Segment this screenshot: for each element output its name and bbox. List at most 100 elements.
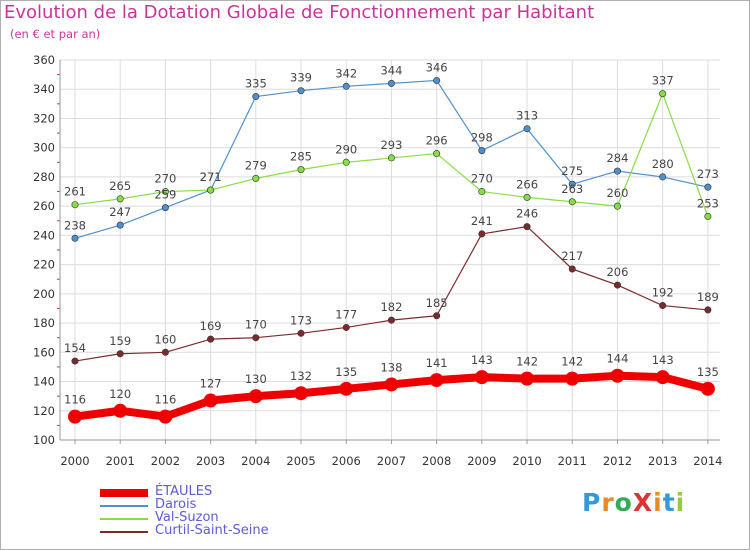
data-label-curtil-saint-seine: 241 (471, 214, 493, 228)
data-point-curtil-saint-seine (387, 316, 395, 324)
data-label-val-suzon: 270 (154, 172, 176, 186)
x-tick-label: 2012 (603, 454, 632, 468)
data-label-darois: 271 (200, 170, 222, 184)
legend-swatch (100, 531, 148, 533)
data-point-curtil-saint-seine (342, 323, 350, 331)
data-point-curtil-saint-seine (523, 223, 531, 231)
data-label-etaules: 141 (426, 356, 448, 370)
series-lines (68, 76, 715, 424)
data-point-etaules (384, 377, 399, 392)
data-point-etaules (520, 371, 535, 386)
data-point-val-suzon (297, 166, 305, 174)
data-label-darois: 284 (606, 151, 628, 165)
legend-label: Darois (155, 497, 197, 512)
data-label-curtil-saint-seine: 173 (290, 313, 312, 327)
data-point-darois (71, 234, 79, 242)
data-label-curtil-saint-seine: 159 (109, 334, 131, 348)
axes: 100 120 140 160 180 200 220 240 260 280 300 320 340 3… (33, 53, 722, 468)
data-point-curtil-saint-seine (478, 230, 486, 238)
data-label-etaules: 142 (516, 355, 538, 369)
y-tick-label: 160 (33, 345, 55, 359)
y-tick-label: 260 (33, 199, 55, 213)
data-label-darois: 342 (335, 66, 357, 80)
data-label-darois: 238 (64, 218, 86, 232)
data-labels: 238 247 259 271 335 339 342 344 346 298 313 275 284 2… (64, 60, 719, 406)
data-label-darois: 344 (380, 63, 402, 77)
data-label-etaules: 132 (290, 369, 312, 383)
data-point-val-suzon (613, 202, 621, 210)
data-point-val-suzon (433, 150, 441, 158)
data-label-curtil-saint-seine: 177 (335, 307, 357, 321)
data-point-curtil-saint-seine (116, 350, 124, 358)
data-label-etaules: 144 (606, 352, 628, 366)
logo-letter: o (614, 488, 633, 517)
data-point-val-suzon (252, 174, 260, 182)
data-point-val-suzon (71, 201, 79, 209)
data-point-etaules (158, 409, 173, 424)
data-point-darois (568, 180, 576, 188)
data-point-etaules (474, 370, 489, 385)
data-label-darois: 339 (290, 71, 312, 85)
data-point-etaules (565, 371, 580, 386)
data-point-curtil-saint-seine (207, 335, 215, 343)
data-label-curtil-saint-seine: 182 (380, 300, 402, 314)
data-point-curtil-saint-seine (659, 302, 667, 310)
chart-title: Evolution de la Dotation Globale de Fonc… (4, 2, 595, 23)
data-label-curtil-saint-seine: 185 (426, 296, 448, 310)
x-tick-label: 2014 (693, 454, 722, 468)
data-point-darois (342, 82, 350, 90)
data-point-darois (659, 173, 667, 181)
x-tick-label: 2011 (558, 454, 587, 468)
y-tick-label: 120 (33, 404, 55, 418)
chart-subtitle: (en € et par an) (10, 27, 101, 41)
data-label-val-suzon: 271 (200, 170, 222, 184)
data-label-darois: 346 (426, 60, 448, 74)
y-tick-label: 180 (33, 316, 55, 330)
data-point-darois (387, 79, 395, 87)
x-tick-label: 2001 (106, 454, 135, 468)
data-point-val-suzon (342, 158, 350, 166)
data-point-darois (613, 167, 621, 175)
data-point-darois (252, 93, 260, 101)
y-tick-label: 280 (33, 170, 55, 184)
legend-label: ÉTAULES (155, 484, 213, 499)
data-point-etaules (248, 389, 263, 404)
data-label-curtil-saint-seine: 170 (245, 318, 267, 332)
y-tick-label: 140 (33, 375, 55, 389)
data-point-curtil-saint-seine (161, 348, 169, 356)
data-point-etaules (203, 393, 218, 408)
y-tick-label: 220 (33, 258, 55, 272)
data-label-darois: 280 (652, 157, 674, 171)
data-point-curtil-saint-seine (71, 357, 79, 365)
data-label-darois: 335 (245, 77, 267, 91)
data-point-etaules (339, 381, 354, 396)
data-label-val-suzon: 296 (426, 134, 448, 148)
data-label-curtil-saint-seine: 169 (200, 319, 222, 333)
data-label-val-suzon: 293 (380, 138, 402, 152)
x-tick-label: 2004 (241, 454, 270, 468)
data-point-darois (297, 87, 305, 95)
data-point-darois (523, 125, 531, 133)
data-label-curtil-saint-seine: 206 (606, 265, 628, 279)
data-point-val-suzon (568, 198, 576, 206)
data-point-val-suzon (523, 193, 531, 201)
legend-label: Val-Suzon (155, 510, 219, 525)
data-label-curtil-saint-seine: 154 (64, 341, 86, 355)
data-label-etaules: 130 (245, 372, 267, 386)
data-point-etaules (68, 409, 82, 424)
y-tick-label: 340 (33, 82, 55, 96)
data-label-etaules: 116 (64, 393, 86, 407)
data-point-curtil-saint-seine (433, 312, 441, 320)
data-label-curtil-saint-seine: 192 (652, 286, 674, 300)
x-tick-label: 2008 (422, 454, 451, 468)
data-point-darois (116, 221, 124, 229)
data-label-val-suzon: 265 (109, 179, 131, 193)
legend-label: Curtil-Saint-Seine (155, 523, 269, 538)
data-point-curtil-saint-seine (568, 265, 576, 273)
data-point-darois (704, 183, 712, 191)
data-point-val-suzon (478, 188, 486, 196)
data-point-val-suzon (387, 154, 395, 162)
data-point-etaules (429, 373, 444, 388)
x-tick-label: 2005 (286, 454, 315, 468)
data-point-darois (478, 147, 486, 155)
